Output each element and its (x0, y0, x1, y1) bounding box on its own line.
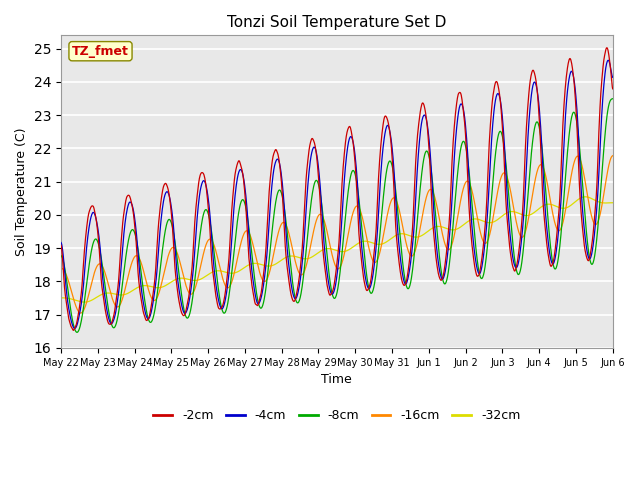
-16cm (57, 265, 65, 271)
Line: -32cm: -32cm (61, 197, 612, 302)
-8cm (180, 307, 188, 313)
-32cm (81, 299, 88, 305)
-4cm (71, 325, 79, 331)
-2cm (70, 327, 77, 333)
-4cm (242, 192, 250, 198)
-32cm (57, 295, 65, 300)
-4cm (604, 58, 612, 63)
Line: -8cm: -8cm (61, 99, 612, 332)
-2cm (609, 86, 616, 92)
-8cm (74, 329, 81, 335)
-16cm (180, 276, 188, 282)
-16cm (77, 310, 84, 316)
-16cm (423, 193, 431, 199)
-4cm (423, 119, 431, 124)
-8cm (57, 253, 65, 259)
-2cm (57, 242, 65, 248)
-4cm (180, 310, 188, 316)
-32cm (582, 194, 589, 200)
-8cm (609, 96, 616, 102)
-32cm (423, 229, 431, 235)
-32cm (543, 201, 551, 207)
-4cm (495, 92, 502, 97)
-16cm (167, 247, 175, 252)
-32cm (495, 216, 502, 222)
-2cm (167, 204, 175, 210)
X-axis label: Time: Time (321, 373, 352, 386)
-8cm (543, 211, 551, 216)
-32cm (180, 276, 188, 281)
-2cm (423, 119, 431, 125)
-2cm (180, 312, 188, 318)
-2cm (242, 204, 250, 209)
-16cm (543, 181, 551, 187)
-2cm (603, 45, 611, 51)
Title: Tonzi Soil Temperature Set D: Tonzi Soil Temperature Set D (227, 15, 447, 30)
-8cm (167, 218, 175, 224)
-2cm (543, 247, 551, 253)
Legend: -2cm, -4cm, -8cm, -16cm, -32cm: -2cm, -4cm, -8cm, -16cm, -32cm (148, 404, 525, 427)
-8cm (242, 204, 250, 210)
Line: -2cm: -2cm (61, 48, 612, 330)
-4cm (543, 232, 551, 238)
-32cm (609, 200, 616, 205)
Line: -16cm: -16cm (61, 156, 612, 313)
-16cm (609, 153, 616, 158)
-4cm (167, 200, 175, 206)
-4cm (57, 240, 65, 245)
-16cm (495, 183, 502, 189)
-2cm (495, 87, 502, 93)
Text: TZ_fmet: TZ_fmet (72, 45, 129, 58)
Line: -4cm: -4cm (61, 60, 612, 328)
-8cm (495, 131, 502, 136)
Y-axis label: Soil Temperature (C): Soil Temperature (C) (15, 127, 28, 256)
-32cm (242, 264, 250, 269)
-32cm (167, 279, 175, 285)
-8cm (423, 148, 431, 154)
-16cm (242, 228, 250, 234)
-4cm (609, 74, 616, 80)
